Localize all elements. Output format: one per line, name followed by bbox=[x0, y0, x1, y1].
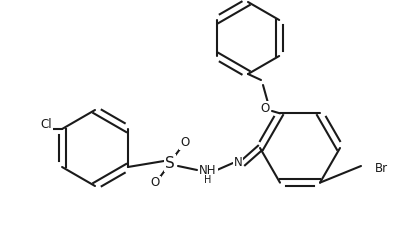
Text: H: H bbox=[204, 175, 212, 185]
Text: O: O bbox=[180, 136, 190, 150]
Text: NH: NH bbox=[199, 163, 217, 177]
Text: S: S bbox=[165, 155, 175, 170]
Text: O: O bbox=[151, 177, 160, 190]
Text: N: N bbox=[234, 156, 242, 170]
Text: O: O bbox=[260, 101, 270, 114]
Text: Br: Br bbox=[375, 161, 388, 175]
Text: Cl: Cl bbox=[40, 118, 52, 131]
